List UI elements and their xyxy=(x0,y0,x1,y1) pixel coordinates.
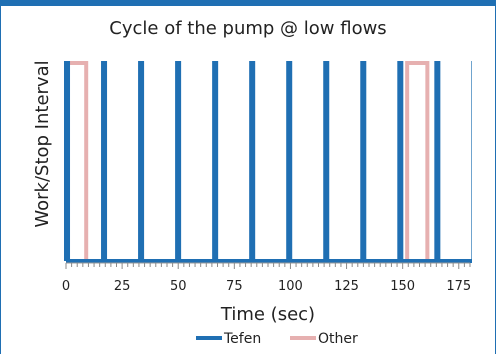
chart-title: Cycle of the pump @ low flows xyxy=(109,18,386,39)
tefen-pulse xyxy=(360,61,367,261)
y-axis-title: Work/Stop Interval xyxy=(32,60,53,227)
series-other-line xyxy=(64,61,470,263)
plot-area xyxy=(64,61,472,263)
tefen-pulse xyxy=(286,61,293,261)
x-tick-label: 150 xyxy=(390,279,415,294)
tefen-pulse xyxy=(434,61,441,261)
legend-label: Tefen xyxy=(223,331,261,347)
x-tick-label: 0 xyxy=(62,279,70,294)
x-tick-label: 50 xyxy=(170,279,187,294)
x-tick-label: 100 xyxy=(278,279,303,294)
tefen-pulse xyxy=(101,61,108,261)
x-tick-label: 125 xyxy=(334,279,359,294)
tefen-pulse xyxy=(471,61,472,261)
tefen-pulse xyxy=(64,61,71,261)
tefen-pulse xyxy=(212,61,219,261)
legend-label: Other xyxy=(318,331,358,347)
x-tick-label: 25 xyxy=(114,279,131,294)
legend: Tefen Other xyxy=(196,331,358,347)
series-tefen xyxy=(64,61,472,263)
tefen-pulse xyxy=(397,61,404,261)
x-axis: 0 25 50 75 100 125 150 175 xyxy=(62,262,471,294)
tefen-pulse xyxy=(175,61,182,261)
x-tick-label: 175 xyxy=(446,279,471,294)
top-accent-bar xyxy=(0,0,496,6)
x-axis-title: Time (sec) xyxy=(220,304,315,325)
tefen-pulse xyxy=(249,61,256,261)
x-tick-label: 75 xyxy=(226,279,243,294)
tefen-pulse xyxy=(323,61,330,261)
legend-item-tefen: Tefen xyxy=(196,331,261,347)
legend-item-other: Other xyxy=(290,331,358,347)
tefen-pulse xyxy=(138,61,145,261)
